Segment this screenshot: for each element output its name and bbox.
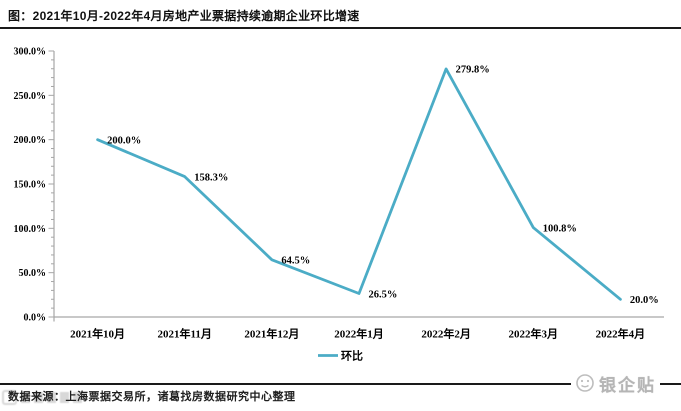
line-chart: 0.0% 50.0% 100.0% 150.0% 200.0% 250.0% 300.0% 2…	[0, 40, 681, 372]
data-label: 64.5%	[281, 256, 310, 267]
y-tick-label: 100.0%	[14, 224, 47, 235]
chart-title: 图：2021年10月-2022年4月房地产业票据持续逾期企业环比增速	[8, 9, 360, 23]
x-tick-label: 2022年1月	[334, 327, 384, 341]
legend-label: 环比	[341, 349, 363, 363]
x-tick-label: 2022年2月	[421, 327, 471, 341]
x-tick-label: 2021年10月	[70, 327, 125, 341]
data-label: 200.0%	[107, 135, 141, 146]
watermark-brand: 银企贴	[571, 370, 660, 396]
series-line-环比	[96, 67, 622, 301]
x-tick-label: 2022年4月	[596, 327, 646, 341]
y-tick-label: 50.0%	[19, 268, 47, 279]
y-tick-label: 150.0%	[14, 180, 47, 191]
x-tick-label: 2021年11月	[158, 327, 212, 341]
y-tick-label: 250.0%	[14, 91, 47, 102]
data-label: 279.8%	[456, 65, 490, 76]
brand-name: 银企贴	[599, 375, 656, 395]
brand-face-icon	[576, 374, 594, 392]
y-tick-label: 300.0%	[14, 47, 47, 58]
x-tick-label: 2021年12月	[244, 327, 299, 341]
data-label: 20.0%	[630, 295, 659, 306]
footer-divider	[0, 383, 681, 385]
title-divider	[0, 27, 681, 29]
data-label: 158.3%	[194, 172, 228, 183]
x-tick-label: 2022年3月	[509, 327, 559, 341]
y-tick-label: 0.0%	[24, 313, 47, 324]
chart-svg: 0.0% 50.0% 100.0% 150.0% 200.0% 250.0% 300.0% 2…	[14, 47, 664, 363]
data-label: 100.8%	[543, 223, 577, 234]
data-source-text: 数据来源：上海票据交易所，诸葛找房数据研究中心整理	[8, 391, 296, 403]
data-label: 26.5%	[369, 289, 398, 300]
y-tick-label: 200.0%	[14, 135, 47, 146]
